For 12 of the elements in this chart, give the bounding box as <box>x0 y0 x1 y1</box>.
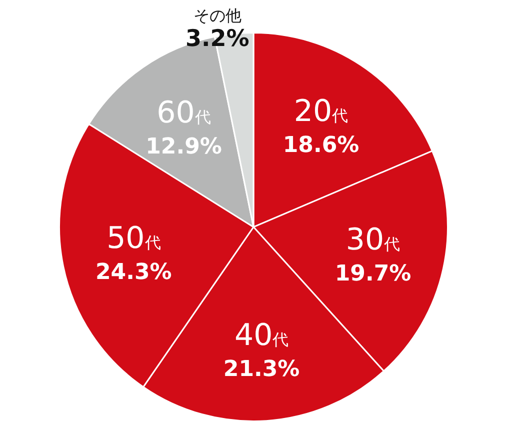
slice-label: 60代 <box>156 95 211 130</box>
data-label: 18.6% <box>282 132 360 158</box>
slice-label: 20代 <box>294 94 348 129</box>
slice-label: 40代 <box>234 318 289 354</box>
slice-label: 30代 <box>346 222 400 258</box>
data-label: 19.7% <box>334 261 412 286</box>
data-label: 3.2% <box>186 26 250 52</box>
slice-label: その他 <box>193 6 242 25</box>
data-label: 12.9% <box>146 134 222 160</box>
data-label: 21.3% <box>223 357 300 382</box>
slice-label: 50代 <box>106 220 161 256</box>
data-label: 24.3% <box>96 260 172 285</box>
